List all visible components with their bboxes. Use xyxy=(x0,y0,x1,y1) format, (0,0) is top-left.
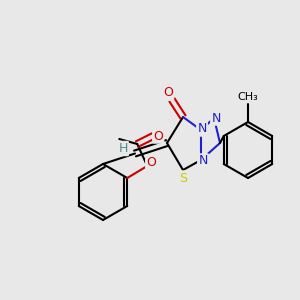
Text: CH₃: CH₃ xyxy=(238,92,258,102)
Text: N: N xyxy=(211,112,221,124)
Text: S: S xyxy=(179,172,187,184)
Text: N: N xyxy=(198,154,208,167)
Text: O: O xyxy=(146,155,156,169)
Text: O: O xyxy=(153,130,163,142)
Text: N: N xyxy=(197,122,207,136)
Text: H: H xyxy=(118,142,128,155)
Text: O: O xyxy=(163,86,173,100)
